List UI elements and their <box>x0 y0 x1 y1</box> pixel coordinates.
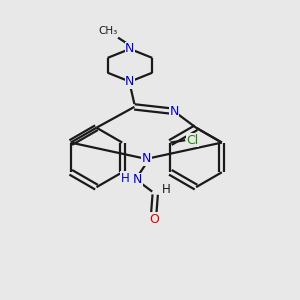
Text: N: N <box>133 173 142 186</box>
Text: N: N <box>169 105 179 118</box>
Text: N: N <box>142 152 151 165</box>
Text: H: H <box>162 183 171 196</box>
Text: N: N <box>125 75 135 88</box>
Text: CH₃: CH₃ <box>99 26 118 36</box>
Text: H: H <box>121 172 129 185</box>
Text: O: O <box>149 213 159 226</box>
Text: N: N <box>125 42 135 56</box>
Text: Cl: Cl <box>187 134 199 147</box>
